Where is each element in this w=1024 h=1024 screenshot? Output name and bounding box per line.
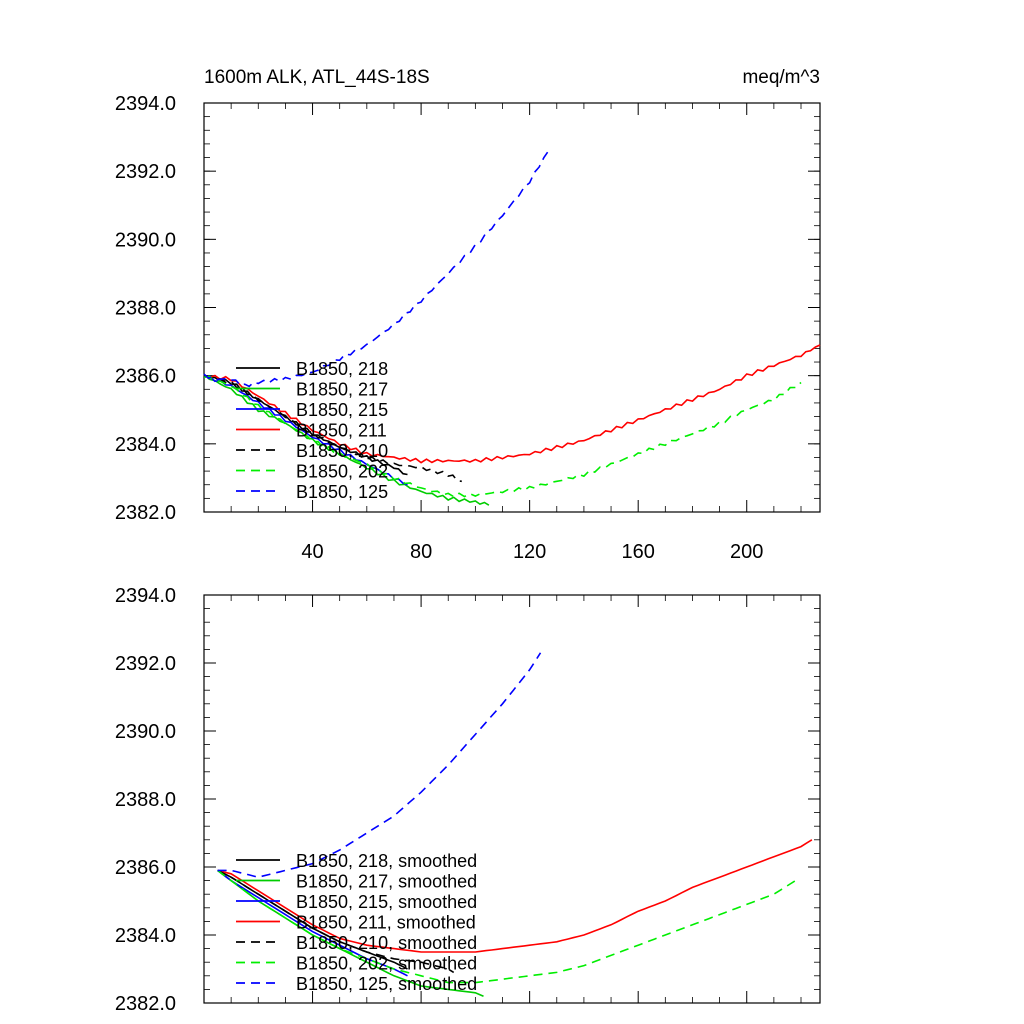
legend-label: B1850, 218	[296, 359, 388, 379]
legend-label: B1850, 202	[296, 462, 388, 482]
series-line	[203, 374, 408, 476]
bottom-panel: 2382.0 2384.0 2386.0 2388.0 2390.0 2392.0 2394…	[115, 585, 821, 1015]
legend-label: B1850, 215	[296, 400, 388, 420]
x-tick-label: 40	[301, 541, 323, 563]
y-tick-label: 2392.0	[115, 161, 176, 183]
series-line	[203, 344, 821, 464]
y-tick-label: 2388.0	[115, 789, 176, 811]
y-tick-label: 2384.0	[115, 434, 176, 456]
series-line	[217, 652, 542, 879]
x-tick-label: 160	[621, 541, 654, 563]
series-line	[203, 375, 802, 498]
series-line	[217, 869, 797, 984]
series-line	[203, 374, 462, 483]
legend-label: B1850, 218, smoothed	[296, 851, 477, 871]
y-tick-label: 2382.0	[115, 502, 176, 524]
top-panel: 1600m ALK, ATL_44S-18S meq/m^3 2382.0 2384.…	[115, 67, 821, 563]
y-tick-label: 2382.0	[115, 993, 176, 1015]
x-tick-label: 200	[730, 541, 763, 563]
legend-label: B1850, 125, smoothed	[296, 974, 477, 994]
units-label: meq/m^3	[742, 67, 820, 88]
series-line	[203, 150, 550, 388]
y-tick-label: 2394.0	[115, 93, 176, 115]
legend-label: B1850, 217, smoothed	[296, 872, 477, 892]
legend-label: B1850, 217	[296, 380, 388, 400]
legend-label: B1850, 211, smoothed	[296, 913, 476, 933]
y-tick-label: 2386.0	[115, 857, 176, 879]
series-line	[217, 869, 455, 974]
y-tick-label: 2390.0	[115, 229, 176, 251]
series-line	[217, 839, 813, 953]
y-tick-label: 2388.0	[115, 298, 176, 320]
y-tick-label: 2384.0	[115, 925, 176, 947]
legend-label: B1850, 215, smoothed	[296, 892, 477, 912]
x-tick-label: 80	[410, 541, 432, 563]
y-tick-label: 2394.0	[115, 585, 176, 607]
series-line	[203, 373, 490, 506]
legend-label: B1850, 125	[296, 482, 388, 502]
x-tick-label: 120	[513, 541, 546, 563]
legend-label: B1850, 210, smoothed	[296, 933, 477, 953]
legend-label: B1850, 202, smoothed	[296, 954, 477, 974]
legend-label: B1850, 210	[296, 441, 388, 461]
y-tick-label: 2386.0	[115, 366, 176, 388]
chart-title: 1600m ALK, ATL_44S-18S	[204, 67, 430, 88]
legend-label: B1850, 211	[296, 421, 387, 441]
y-tick-label: 2390.0	[115, 721, 176, 743]
y-tick-label: 2392.0	[115, 653, 176, 675]
